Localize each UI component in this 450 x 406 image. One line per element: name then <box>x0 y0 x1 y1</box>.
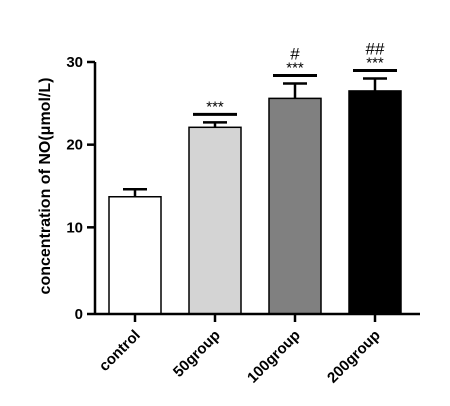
y-tick-label-10: 10 <box>66 219 83 236</box>
significance-hash: ## <box>366 40 385 59</box>
y-tick-label-20: 20 <box>66 137 83 154</box>
error-bar-100group <box>283 82 307 99</box>
bar-50group <box>188 126 242 315</box>
error-bar-50group <box>203 121 227 128</box>
x-tick-label-control: control <box>96 327 144 375</box>
significance-stars: *** <box>286 59 304 76</box>
x-axis: control 50group 100group 200group <box>96 314 384 387</box>
bar-200group <box>348 90 402 315</box>
y-axis-label: concentration of NO(μmol/L) <box>37 78 54 295</box>
significance-hash: # <box>290 44 300 63</box>
bar-control <box>108 195 162 315</box>
x-tick-label-50group: 50group <box>170 327 224 381</box>
significance-stars: *** <box>366 55 384 72</box>
error-bar-200group <box>363 77 387 91</box>
error-bars <box>123 77 387 197</box>
x-tick-label-200group: 200group <box>324 327 384 387</box>
bar-100group <box>268 97 322 315</box>
significance-stars: *** <box>206 98 224 115</box>
y-axis: 0 10 20 30 <box>66 54 95 323</box>
significance-100group: #*** <box>273 44 317 77</box>
significance-50group: *** <box>193 98 237 116</box>
significance-200group: ##*** <box>353 40 397 73</box>
y-tick-label-0: 0 <box>75 306 83 323</box>
bars <box>108 90 402 315</box>
significance-markers: ***#***##*** <box>193 40 397 116</box>
y-tick-label-30: 30 <box>66 54 83 71</box>
x-tick-label-100group: 100group <box>244 327 304 387</box>
error-bar-control <box>123 188 147 197</box>
